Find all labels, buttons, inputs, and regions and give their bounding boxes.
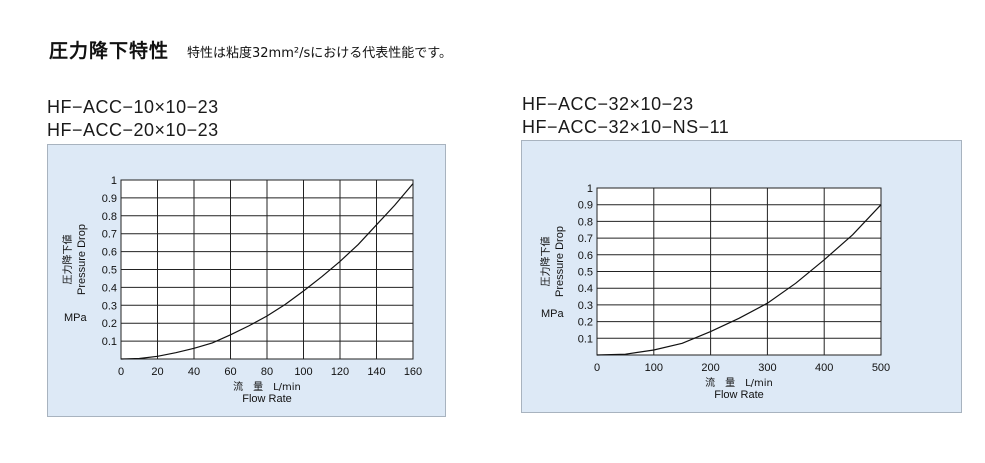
right-chart-y-tick-label: 0.6 (578, 250, 593, 262)
right-chart-y-tick-label: 0.9 (578, 200, 593, 212)
right-chart-y-tick-label: 0.2 (578, 317, 593, 329)
left-chart-panel: 0 20 40 60 80 100 120 140 160 0.1 0.2 0.3 0.4 0.5 0.6 0… (47, 144, 446, 417)
right-model-labels: HF−ACC−32×10−23 HF−ACC−32×10−NS−11 (522, 93, 729, 139)
left-chart-y-tick-label: 0.4 (102, 282, 117, 294)
right-chart-panel: 0 100 200 300 400 500 0.1 0.2 0.3 0.4 0.5 0.6 0.7 0.8… (521, 140, 962, 413)
left-chart-x-axis-label-ja: 流 量 L/min (233, 380, 301, 393)
left-chart-y-axis-label-ja: 圧力降下値 (61, 235, 74, 285)
right-chart-x-axis-label-en: Flow Rate (714, 389, 764, 401)
right-model-line-1: HF−ACC−32×10−23 (522, 94, 694, 114)
left-chart-y-tick-label: 0.1 (102, 336, 117, 348)
left-chart-y-tick-label: 1 (111, 175, 117, 187)
left-chart-x-tick-label: 40 (188, 366, 200, 378)
right-chart: 0 100 200 300 400 500 0.1 0.2 0.3 0.4 0.5 0.6 0.7 0.8… (539, 183, 890, 401)
left-chart: 0 20 40 60 80 100 120 140 160 0.1 0.2 0.3 0.4 0.5 0.6 0… (61, 175, 422, 405)
left-chart-x-tick-label: 80 (261, 366, 273, 378)
left-model-line-2: HF−ACC−20×10−23 (47, 120, 219, 140)
right-chart-y-unit-label: MPa (541, 308, 565, 320)
page-heading: 圧力降下特性 特性は粘度32mm²/sにおける代表性能です。 (49, 36, 452, 63)
right-chart-x-tick-label: 100 (645, 362, 663, 374)
left-chart-x-tick-label: 160 (404, 366, 422, 378)
right-chart-x-axis-label-ja: 流 量 L/min (705, 376, 773, 389)
right-chart-series-line (596, 204, 882, 356)
right-chart-y-tick-label: 0.1 (578, 333, 593, 345)
left-chart-y-tick-label: 0.5 (102, 265, 117, 277)
left-chart-x-tick-label: 140 (367, 366, 385, 378)
left-chart-y-tick-label: 0.3 (102, 300, 117, 312)
left-model-line-1: HF−ACC−10×10−23 (47, 97, 219, 117)
right-chart-x-tick-label: 300 (758, 362, 776, 374)
left-chart-x-axis-label-en: Flow Rate (242, 393, 292, 405)
left-chart-x-tick-label: 0 (118, 366, 124, 378)
left-chart-y-unit-label: MPa (64, 312, 88, 324)
right-chart-x-tick-label: 0 (594, 362, 600, 374)
left-chart-y-tick-label: 0.6 (102, 247, 117, 259)
left-chart-series-line (120, 183, 414, 360)
left-chart-x-tick-label: 60 (224, 366, 236, 378)
left-chart-x-tick-label: 120 (331, 366, 349, 378)
right-chart-y-tick-label: 0.7 (578, 233, 593, 245)
left-chart-x-tick-label: 20 (151, 366, 163, 378)
right-chart-x-tick-label: 400 (815, 362, 833, 374)
left-model-labels: HF−ACC−10×10−23 HF−ACC−20×10−23 (47, 96, 219, 142)
left-chart-y-tick-label: 0.9 (102, 193, 117, 205)
page-subtitle: 特性は粘度32mm²/sにおける代表性能です。 (187, 46, 452, 61)
right-chart-x-tick-label: 500 (872, 362, 890, 374)
right-chart-y-tick-label: 0.3 (578, 300, 593, 312)
right-chart-y-tick-label: 0.4 (578, 283, 593, 295)
left-chart-x-tick-label: 100 (294, 366, 312, 378)
right-chart-y-axis-label-en: Pressure Drop (554, 226, 566, 297)
left-chart-y-tick-label: 0.8 (102, 211, 117, 223)
page-title: 圧力降下特性 (49, 40, 170, 62)
left-chart-y-tick-label: 0.2 (102, 318, 117, 330)
right-chart-y-tick-label: 0.8 (578, 216, 593, 228)
left-chart-y-axis-label-en: Pressure Drop (76, 224, 88, 295)
left-chart-y-tick-label: 0.7 (102, 229, 117, 241)
right-model-line-2: HF−ACC−32×10−NS−11 (522, 117, 730, 137)
right-chart-x-tick-label: 200 (701, 362, 719, 374)
right-chart-y-tick-label: 1 (587, 183, 593, 195)
right-chart-y-tick-label: 0.5 (578, 267, 593, 279)
right-chart-y-axis-label-ja: 圧力降下値 (539, 237, 552, 287)
